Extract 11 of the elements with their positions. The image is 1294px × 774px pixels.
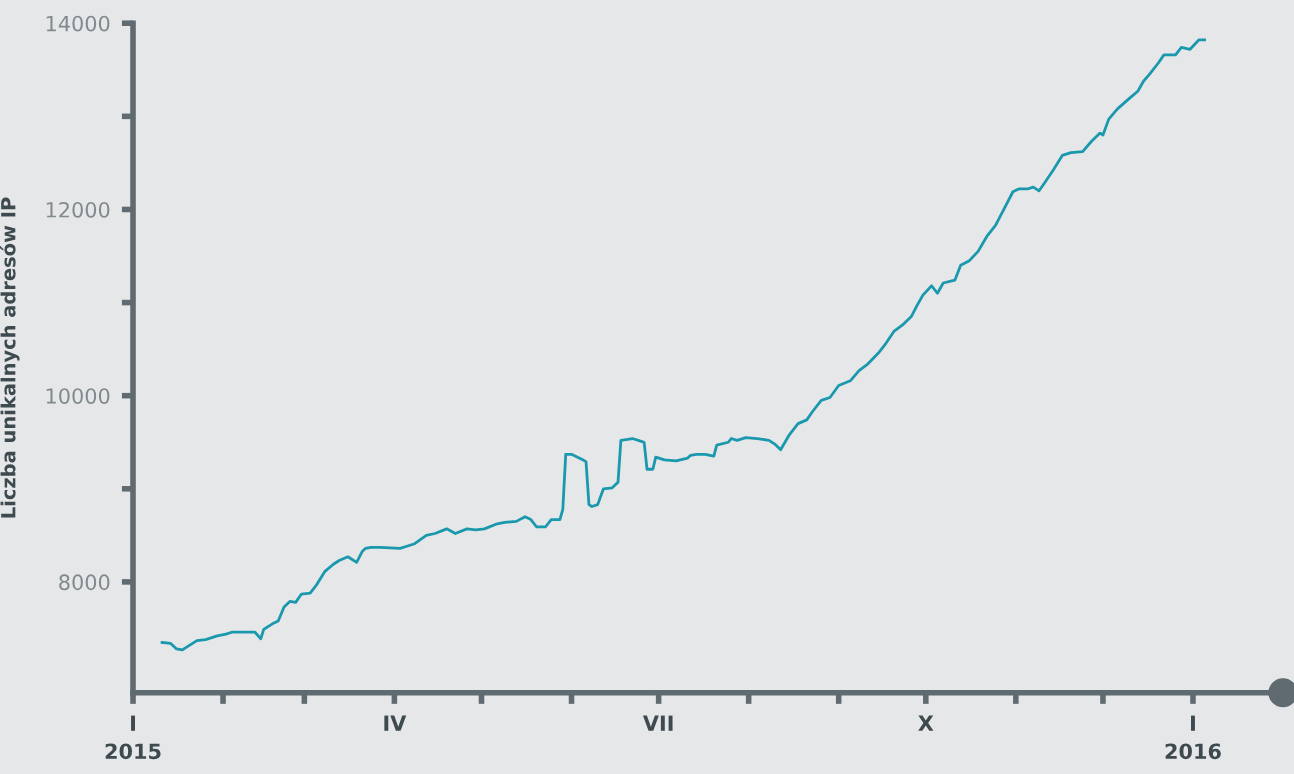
x-tick-label: VII (642, 715, 673, 731)
x-tick-label: IV (384, 715, 407, 731)
x-tick-label: I 2015 (105, 715, 161, 760)
y-tick-label: 10000 (46, 388, 110, 404)
y-tick-label: 14000 (46, 15, 110, 32)
x-tick-label: X (918, 715, 934, 731)
y-axis-title: Liczba unikalnych adresów IP (0, 197, 20, 518)
x-tick-label: I 2016 (1165, 715, 1221, 760)
y-tick-label: 8000 (59, 574, 110, 591)
line-series (160, 38, 1206, 652)
y-tick-label: 12000 (46, 201, 110, 218)
